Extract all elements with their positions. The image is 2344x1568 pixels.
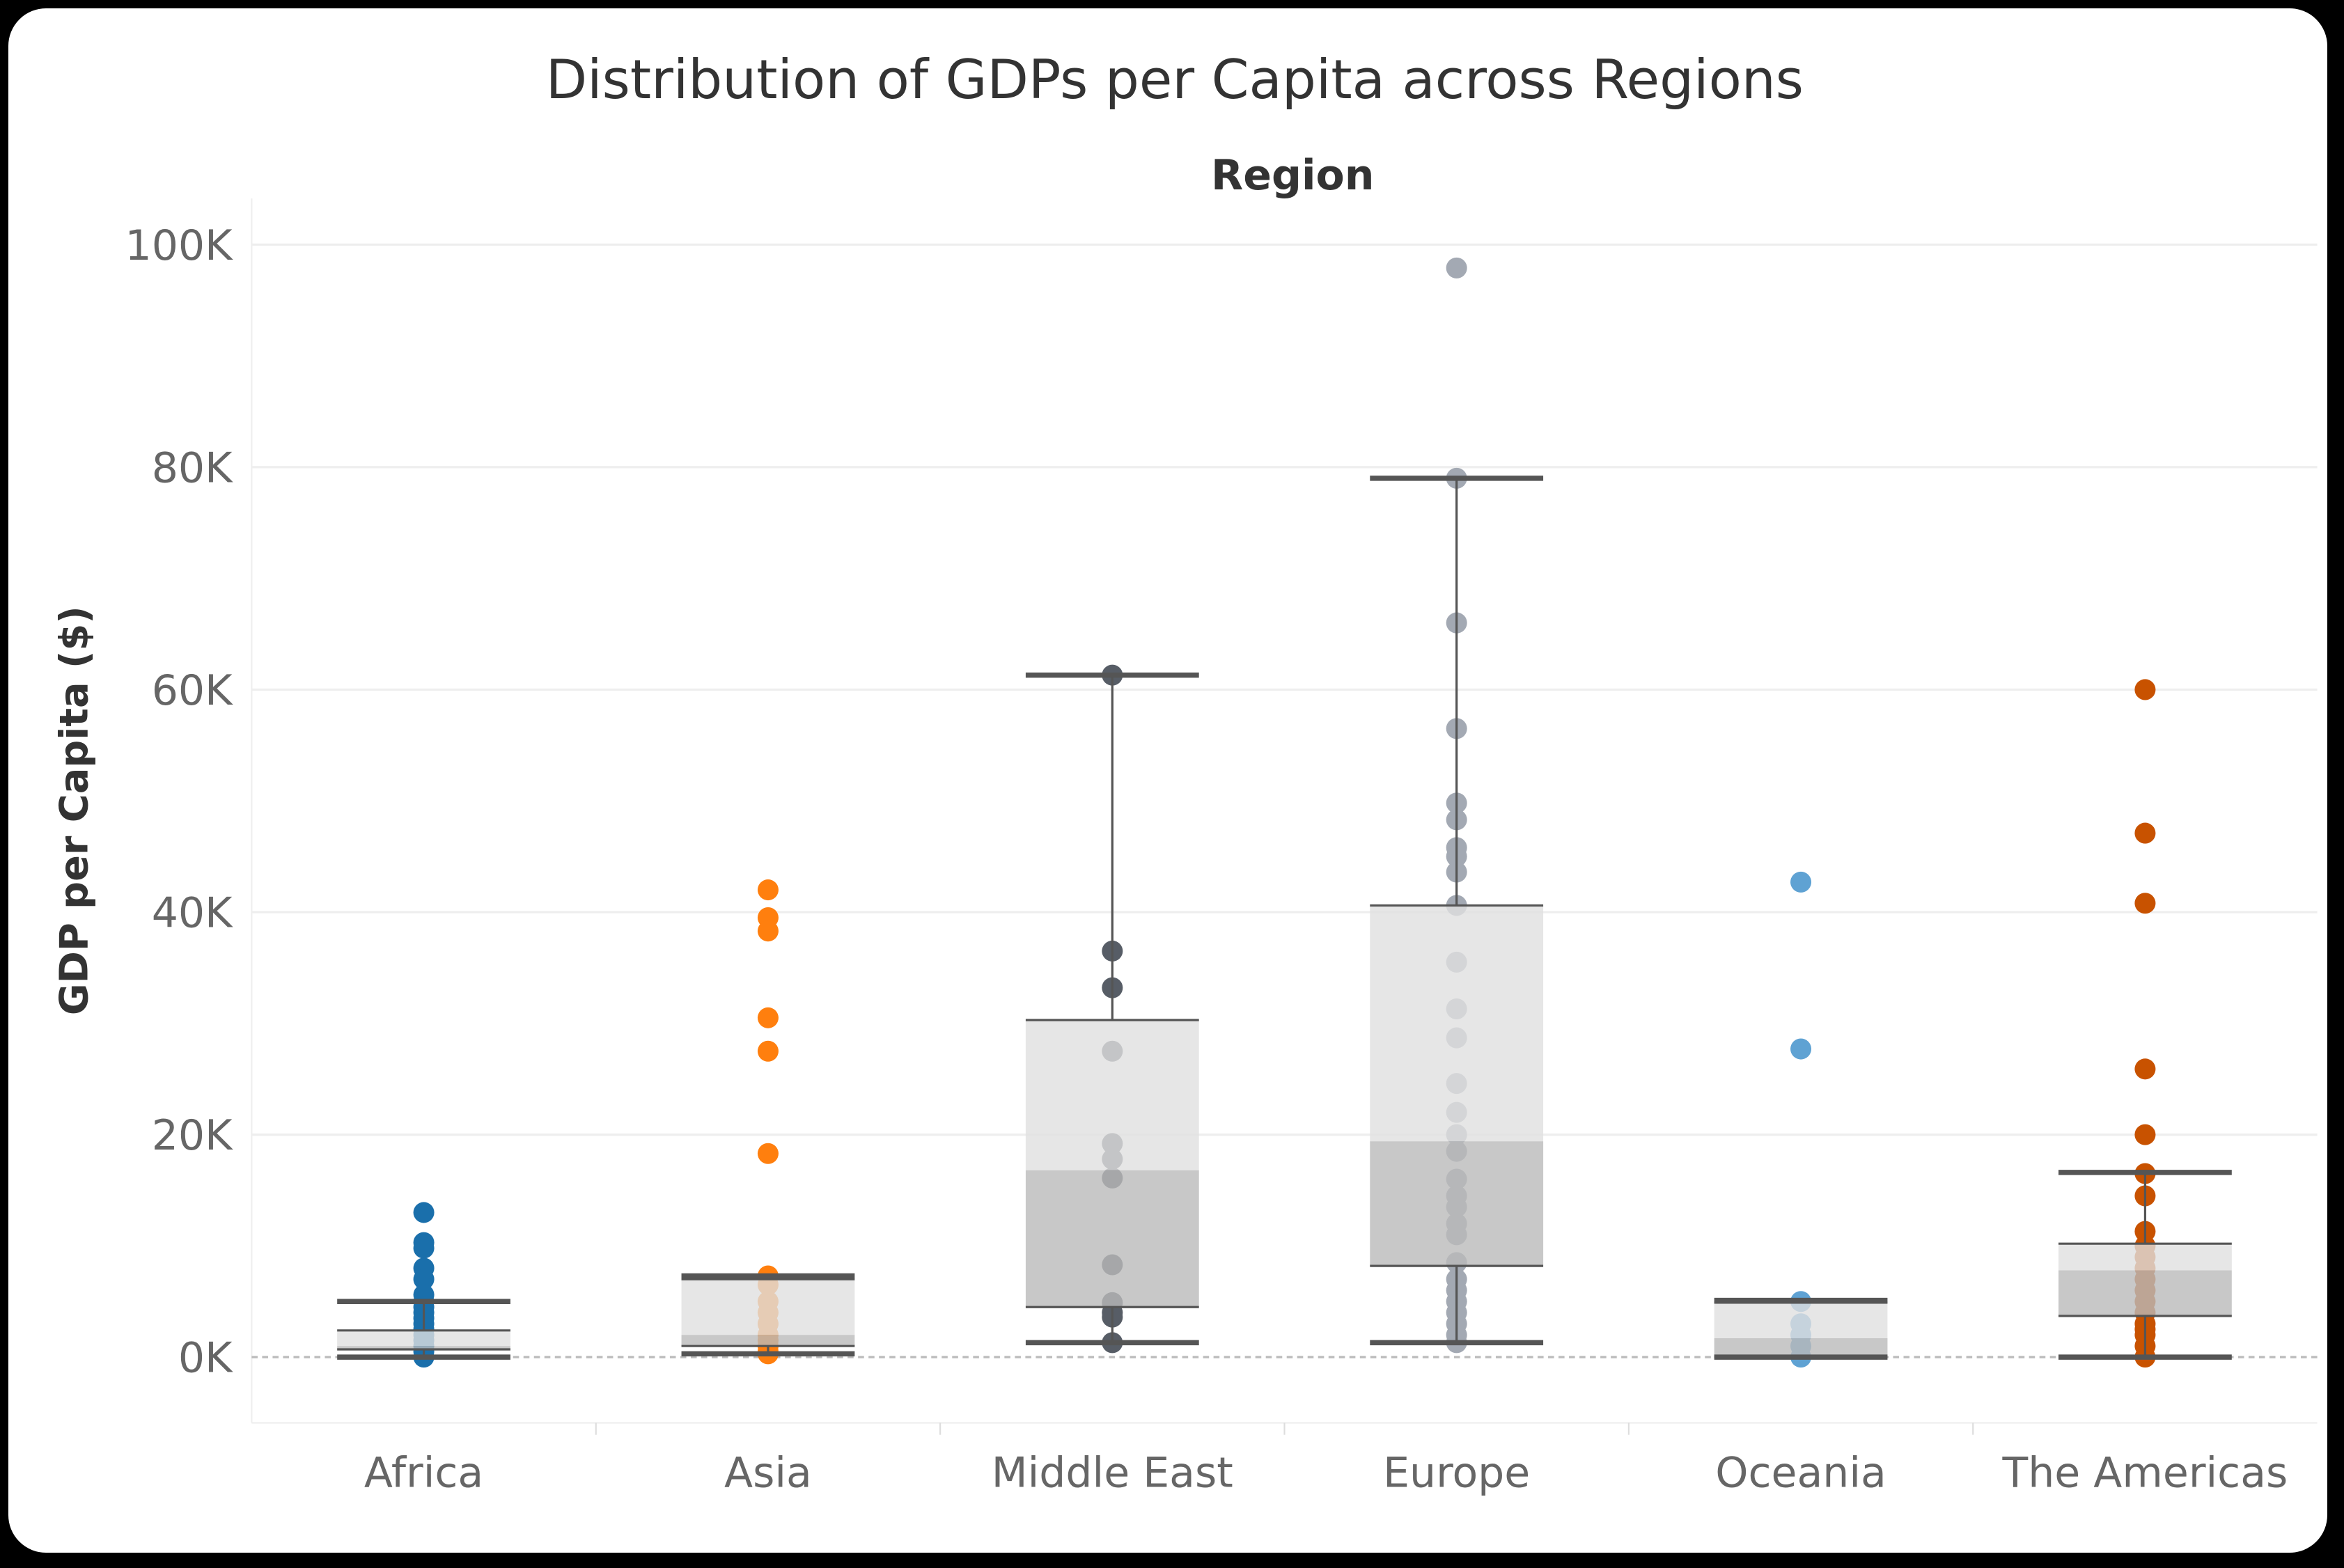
data-point bbox=[1446, 257, 1467, 279]
x-tick-label: Africa bbox=[364, 1449, 483, 1498]
data-point bbox=[757, 1007, 779, 1028]
column-header: Region bbox=[1211, 151, 1375, 200]
chart-title: Distribution of GDPs per Capita across R… bbox=[546, 49, 1804, 111]
region-column: Middle East bbox=[939, 664, 1233, 1498]
y-tick-label: 60K bbox=[152, 666, 233, 715]
x-tick-label: The Americas bbox=[2002, 1449, 2288, 1498]
region-column: Europe bbox=[1283, 257, 1544, 1498]
region-column: Asia bbox=[595, 879, 855, 1498]
x-tick-label: Oceania bbox=[1715, 1449, 1886, 1498]
region-column: Africa bbox=[337, 1202, 510, 1498]
box-plot-chart: Distribution of GDPs per Capita across R… bbox=[52, 49, 2318, 1498]
box-lower-half bbox=[681, 1335, 855, 1347]
box-lower-half bbox=[1370, 1141, 1544, 1267]
region-column: Oceania bbox=[1627, 871, 1888, 1498]
data-point bbox=[1790, 1038, 1812, 1060]
data-point bbox=[757, 1143, 779, 1164]
x-tick-label: Middle East bbox=[992, 1449, 1233, 1498]
data-point bbox=[413, 1237, 435, 1259]
y-tick-label: 20K bbox=[152, 1111, 233, 1160]
box-upper-half bbox=[1025, 1020, 1199, 1170]
y-tick-label: 80K bbox=[152, 444, 233, 492]
box-upper-half bbox=[337, 1330, 510, 1347]
chart-card: Distribution of GDPs per Capita across R… bbox=[4, 4, 2331, 1557]
box-lower-half bbox=[1714, 1338, 1888, 1358]
box-upper-half bbox=[1714, 1302, 1888, 1338]
data-point bbox=[757, 879, 779, 901]
y-tick-label: 100K bbox=[125, 221, 234, 270]
y-tick-label: 0K bbox=[178, 1334, 233, 1383]
data-point bbox=[413, 1269, 435, 1290]
y-tick-label: 40K bbox=[152, 888, 233, 937]
x-tick-label: Europe bbox=[1383, 1449, 1530, 1498]
data-point bbox=[2134, 679, 2156, 700]
box-lower-half bbox=[337, 1346, 510, 1349]
box-lower-half bbox=[2058, 1270, 2232, 1317]
box-upper-half bbox=[1370, 905, 1544, 1142]
data-point bbox=[2134, 893, 2156, 914]
box-upper-half bbox=[681, 1279, 855, 1335]
y-axis-label: GDP per Capita ($) bbox=[52, 606, 97, 1015]
data-point bbox=[2134, 822, 2156, 844]
data-point bbox=[757, 920, 779, 942]
data-point bbox=[2134, 1058, 2156, 1080]
box-upper-half bbox=[2058, 1244, 2232, 1271]
x-tick-label: Asia bbox=[724, 1449, 812, 1498]
data-point bbox=[1790, 871, 1812, 893]
region-column: The Americas bbox=[1972, 679, 2288, 1498]
data-point bbox=[757, 1040, 779, 1062]
data-point bbox=[413, 1202, 435, 1223]
box-lower-half bbox=[1025, 1170, 1199, 1308]
data-point bbox=[2134, 1124, 2156, 1145]
